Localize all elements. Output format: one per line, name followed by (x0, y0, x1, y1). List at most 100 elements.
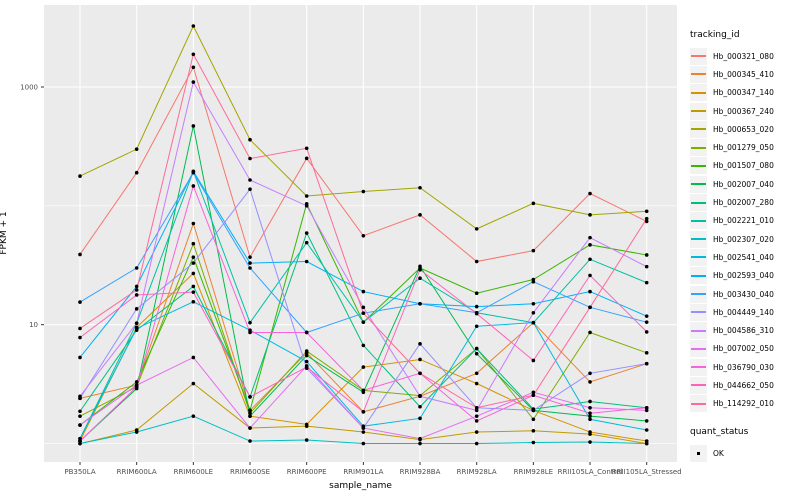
data-point (531, 390, 536, 395)
data-point (644, 419, 649, 423)
data-point (588, 411, 592, 416)
data-point (191, 290, 196, 294)
legend-item-label: Hb_002007_280 (713, 198, 774, 208)
x-tick-label: RRIM600LA (117, 468, 157, 476)
legend-key-swatch (690, 120, 707, 138)
data-point (474, 414, 479, 418)
data-point (78, 439, 82, 443)
y-tick-label: 10 (29, 321, 38, 329)
data-point (304, 359, 309, 364)
data-point (191, 24, 196, 28)
data-point (361, 233, 366, 238)
data-point (588, 399, 592, 404)
legend-key-swatch (690, 157, 707, 175)
x-tick-label: RRIM901LA (343, 468, 383, 476)
data-point (588, 243, 592, 247)
data-point (134, 321, 139, 325)
data-point (248, 320, 252, 325)
data-point (418, 264, 422, 269)
legend-item-label: Hb_000321_080 (713, 51, 774, 61)
data-point (474, 371, 479, 376)
data-point (304, 349, 309, 353)
data-point (474, 291, 479, 296)
data-point (644, 280, 649, 285)
data-point (474, 419, 479, 423)
data-point (191, 271, 196, 276)
legend-item-Hb_004586_310: Hb_004586_310 (690, 321, 798, 340)
data-point (304, 146, 309, 151)
legend-item-label: Hb_000367_240 (713, 106, 774, 116)
data-point (531, 279, 536, 284)
legend-item-label: Hb_002307_020 (713, 234, 774, 244)
legend-key-swatch (690, 340, 707, 358)
data-point (418, 276, 422, 281)
data-point (588, 191, 592, 196)
data-point (78, 441, 82, 446)
legend-item-Hb_003430_040: Hb_003430_040 (690, 285, 798, 303)
data-point (361, 430, 366, 434)
data-point (588, 380, 592, 384)
data-point (474, 430, 479, 434)
data-point (248, 156, 252, 161)
legend-item-label: Hb_114292_010 (713, 399, 774, 409)
data-point (644, 209, 649, 214)
data-point (248, 408, 252, 413)
data-point (304, 231, 309, 235)
legend-key-swatch (690, 267, 707, 285)
data-point (304, 365, 309, 369)
data-point (361, 289, 366, 294)
data-point (418, 441, 422, 446)
legend-item-label: Hb_004449_140 (713, 307, 774, 317)
legend-item-Hb_044662_050: Hb_044662_050 (690, 376, 798, 394)
legend-item-label: Hb_002593_040 (713, 271, 774, 281)
data-point (474, 408, 479, 413)
x-tick-label: PB350LA (64, 468, 95, 476)
x-tick-label: RRII105LA_Control (558, 468, 623, 476)
legend-key-swatch (690, 84, 707, 102)
legend-key-swatch (690, 212, 707, 230)
data-point (531, 440, 536, 445)
data-point (361, 426, 366, 430)
data-point (588, 371, 592, 376)
data-point (248, 330, 252, 335)
data-point (418, 213, 422, 217)
data-point (418, 342, 422, 346)
data-point (474, 351, 479, 356)
legend-item-Hb_001507_080: Hb_001507_080 (690, 157, 798, 175)
x-tick-label: RRII105LA_Stressed (612, 468, 682, 476)
legend-item-label: OK (713, 448, 724, 458)
data-point (78, 394, 82, 399)
plot-panel (44, 5, 677, 462)
legend-item-Hb_002307_020: Hb_002307_020 (690, 230, 798, 248)
legend-key-swatch (690, 139, 707, 157)
data-point (418, 436, 422, 441)
legend-key-swatch (690, 248, 707, 266)
data-point (361, 189, 366, 194)
data-point (191, 255, 196, 259)
legend-key-swatch (690, 102, 707, 120)
data-point (361, 388, 366, 393)
data-point (134, 380, 139, 384)
data-point (134, 326, 139, 331)
data-point (418, 394, 422, 399)
data-point (418, 371, 422, 376)
data-point (474, 381, 479, 386)
data-point (191, 414, 196, 418)
x-tick-label: RRIM928LA (457, 468, 497, 476)
data-point (304, 259, 309, 264)
data-point (644, 351, 649, 355)
legend-key-swatch (690, 303, 707, 321)
data-point (361, 305, 366, 310)
legend-item-Hb_004449_140: Hb_004449_140 (690, 303, 798, 321)
legend-item-label: Hb_000347_140 (713, 88, 774, 98)
data-point (474, 346, 479, 351)
data-point (588, 305, 592, 310)
data-point (78, 414, 82, 418)
data-point (134, 147, 139, 151)
data-point (78, 355, 82, 360)
x-tick-label: RRIM600LE (174, 468, 214, 476)
legend-item-label: Hb_000345_410 (713, 69, 774, 79)
data-point (644, 253, 649, 257)
